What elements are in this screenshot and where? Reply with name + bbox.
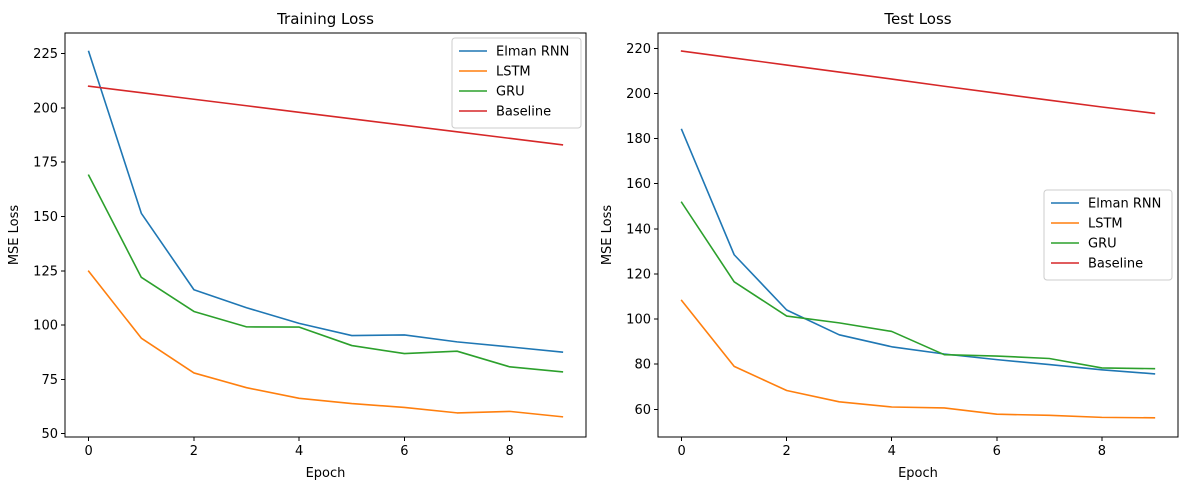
y-tick-label: 160 [626, 177, 651, 192]
y-tick-label: 200 [626, 87, 651, 102]
x-axis-label: Epoch [898, 466, 938, 481]
series-line-lstm [87, 270, 564, 418]
x-tick-label: 4 [295, 444, 303, 459]
y-axis-label: MSE Loss [7, 205, 22, 266]
y-axis-label: MSE Loss [600, 205, 615, 266]
y-tick-label: 60 [634, 403, 651, 418]
x-tick-label: 2 [783, 444, 791, 459]
legend: Elman RNN LSTM GRU Baseline [1043, 189, 1173, 281]
legend-box [1043, 189, 1173, 281]
x-tick-label: 8 [1098, 444, 1106, 459]
y-tick-label: 175 [33, 156, 58, 171]
y-tick-label: 180 [626, 132, 651, 147]
y-tick-label: 220 [626, 42, 651, 57]
chart-1: 0 2 4 6 8 60 80 100 120 140 160 180 200 220 Test Loss E… [600, 10, 1179, 481]
legend-label: Elman RNN [496, 45, 569, 60]
y-tick-label: 100 [33, 319, 58, 334]
legend-box [451, 37, 582, 129]
x-tick-label: 6 [400, 444, 408, 459]
y-tick-label: 120 [626, 267, 651, 282]
series-line-baseline [680, 50, 1156, 115]
series-line-elman-rnn [87, 50, 564, 353]
x-tick-label: 2 [190, 444, 198, 459]
y-tick-label: 200 [33, 101, 58, 116]
y-tick-label: 100 [626, 313, 651, 328]
legend-label: Baseline [1088, 257, 1143, 272]
x-axis-label: Epoch [306, 466, 346, 481]
chart-title: Training Loss [276, 10, 374, 28]
plot-frame [657, 32, 1179, 438]
legend-label: LSTM [1088, 217, 1123, 232]
y-tick-label: 50 [41, 427, 58, 442]
series-line-baseline [87, 85, 564, 146]
y-tick-label: 150 [33, 210, 58, 225]
y-tick-label: 125 [33, 264, 58, 279]
legend-label: Elman RNN [1088, 197, 1161, 212]
legend-label: Baseline [496, 105, 551, 120]
plot-frame [64, 32, 587, 438]
x-tick-label: 8 [506, 444, 514, 459]
y-tick-label: 80 [634, 358, 651, 373]
x-tick-label: 0 [85, 444, 93, 459]
x-tick-label: 0 [677, 444, 685, 459]
x-tick-label: 6 [993, 444, 1001, 459]
series-line-gru [87, 174, 564, 373]
x-tick-label: 4 [888, 444, 896, 459]
legend: Elman RNN LSTM GRU Baseline [451, 37, 582, 129]
series-line-elman-rnn [680, 128, 1156, 375]
chart-0: 0 2 4 6 8 50 75 100 125 150 175 200 225 Training Loss… [7, 10, 587, 481]
series-line-gru [680, 201, 1156, 370]
chart-title: Test Loss [883, 10, 951, 28]
legend-label: LSTM [496, 65, 531, 80]
legend-label: GRU [496, 85, 525, 100]
y-tick-label: 225 [33, 47, 58, 62]
legend-label: GRU [1088, 237, 1117, 252]
y-tick-label: 75 [41, 373, 58, 388]
series-line-lstm [680, 299, 1156, 419]
y-tick-label: 140 [626, 222, 651, 237]
